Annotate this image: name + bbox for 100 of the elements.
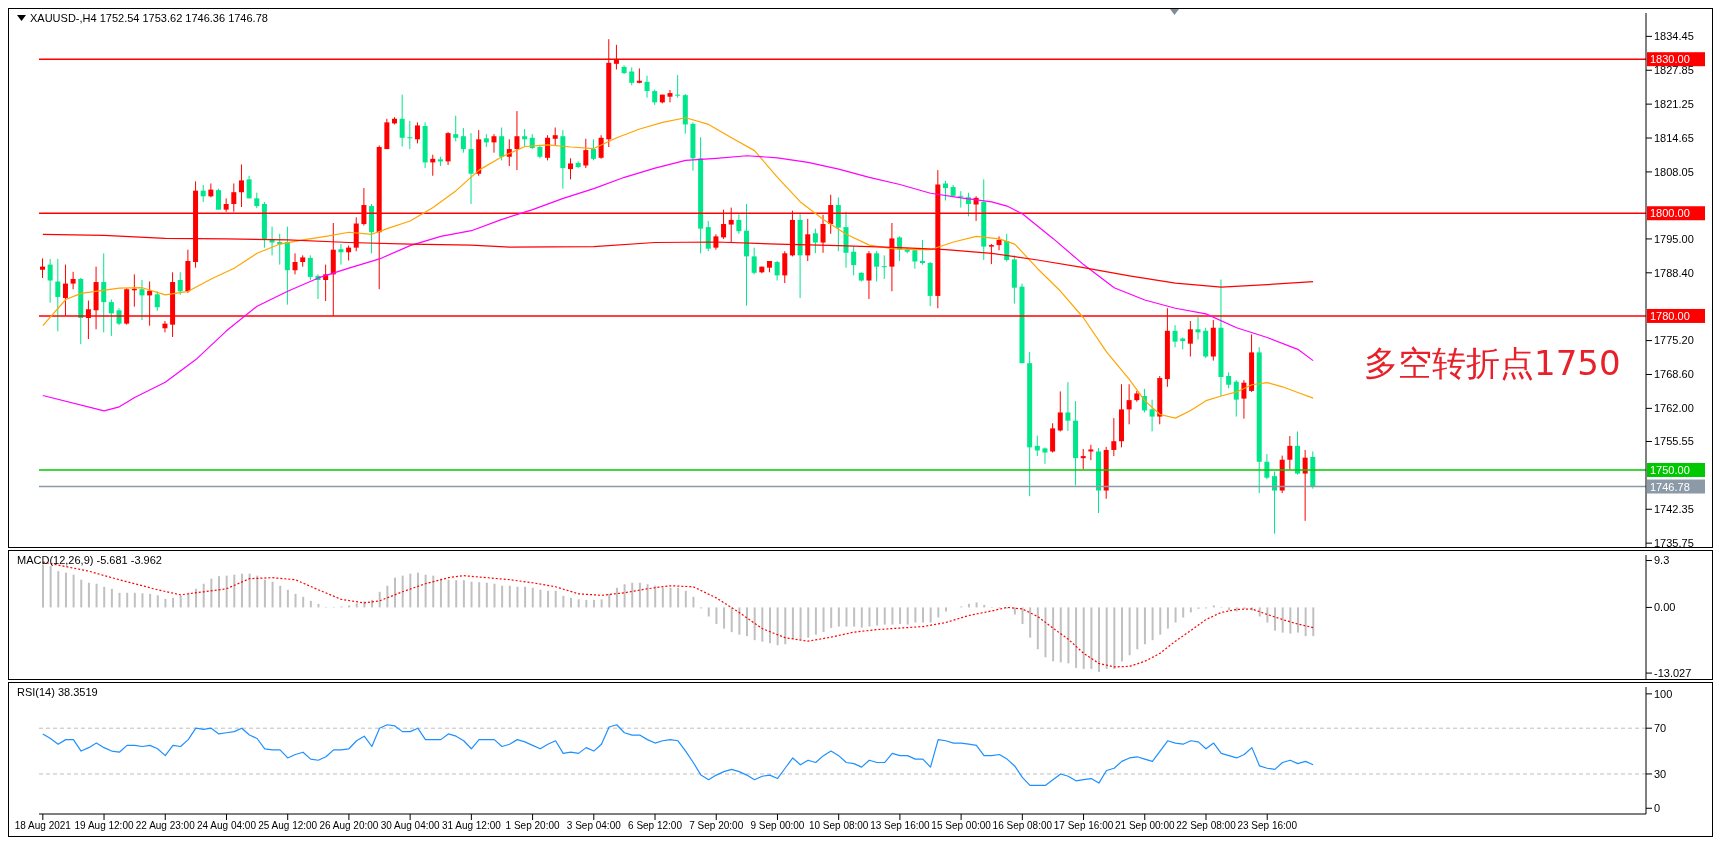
candlestick: [1065, 381, 1071, 432]
candlestick: [1172, 324, 1178, 348]
bar: [195, 588, 198, 608]
bar: [64, 572, 67, 608]
bar: [279, 585, 282, 608]
bar: [110, 588, 113, 608]
bar: [455, 580, 458, 608]
bar: [202, 583, 205, 608]
bar: [1143, 607, 1146, 645]
x-tick-label: 3 Sep 04:00: [566, 820, 622, 832]
bar: [401, 575, 404, 608]
bar: [638, 582, 641, 608]
candlestick: [40, 257, 45, 279]
bar: [126, 592, 129, 608]
ref-line-label: 1800.00: [1650, 207, 1690, 220]
bar: [707, 607, 710, 617]
candlestick: [996, 235, 1002, 251]
x-tick-label: 19 Aug 12:00: [74, 820, 134, 832]
x-tick-label: 1 Sep 20:00: [505, 820, 560, 832]
bar: [1151, 607, 1154, 641]
bar: [914, 607, 917, 623]
bar: [1036, 607, 1039, 650]
bar: [294, 593, 297, 608]
candlestick: [238, 163, 244, 208]
y-tick-label: 1808.05: [1654, 165, 1694, 178]
candlestick: [514, 110, 520, 171]
bar: [309, 600, 312, 608]
bar: [768, 607, 771, 644]
candlestick: [851, 245, 857, 276]
bar: [263, 579, 266, 608]
bar: [944, 607, 947, 612]
candlestick: [338, 243, 344, 266]
candlestick: [1241, 379, 1247, 420]
bar: [271, 581, 274, 608]
candlestick: [920, 239, 926, 266]
bar: [1113, 607, 1116, 669]
candlestick: [1149, 399, 1155, 432]
candlestick: [414, 121, 420, 144]
line-series: [42, 724, 1314, 786]
bar: [807, 607, 810, 638]
bar: [233, 574, 236, 608]
bar: [1120, 607, 1123, 662]
candlestick: [460, 127, 466, 154]
candlestick: [736, 213, 742, 235]
bar: [508, 585, 511, 608]
bar: [562, 595, 565, 608]
ref-line-label: 1746.78: [1650, 480, 1690, 493]
y-tick-label: 1788.40: [1654, 266, 1694, 279]
bar: [654, 585, 657, 608]
bar: [516, 586, 519, 608]
bar: [478, 582, 481, 608]
bar: [1136, 607, 1139, 650]
candlestick: [177, 271, 183, 296]
bar: [210, 578, 213, 608]
y-tick-label: 0: [1654, 802, 1661, 815]
bar: [493, 583, 496, 608]
bar: [730, 607, 733, 633]
bar: [1166, 607, 1169, 629]
candlestick: [1111, 417, 1117, 457]
x-tick-label: 13 Sep 16:00: [870, 820, 931, 832]
bar: [248, 573, 251, 608]
bar: [80, 579, 83, 608]
y-tick-label: 30: [1654, 767, 1667, 780]
bar: [539, 589, 542, 608]
bar: [1182, 607, 1185, 618]
bar: [1052, 607, 1055, 662]
ref-line-label: 1780.00: [1650, 309, 1690, 322]
y-tick-label: 1755.55: [1654, 435, 1694, 448]
bar: [577, 599, 580, 608]
bar: [554, 590, 557, 608]
y-tick-label: 0.00: [1654, 601, 1676, 614]
bar: [1296, 607, 1299, 633]
bar: [623, 584, 626, 608]
bar: [876, 607, 879, 626]
bar: [1235, 607, 1238, 612]
bar: [608, 593, 611, 608]
candlestick: [590, 138, 596, 161]
candlestick: [47, 258, 53, 304]
bar: [355, 603, 358, 608]
candlestick: [307, 254, 313, 281]
candlestick: [139, 279, 145, 321]
bar: [868, 607, 871, 627]
bar: [937, 607, 940, 618]
bar: [1075, 607, 1078, 668]
bar: [975, 602, 978, 608]
bar: [378, 591, 381, 608]
bar: [286, 589, 289, 608]
bar: [837, 607, 840, 627]
bar: [1090, 607, 1093, 669]
bar: [149, 593, 152, 608]
candlestick: [1287, 435, 1293, 470]
bar: [470, 581, 473, 608]
bar: [424, 574, 427, 608]
x-tick-label: 17 Sep 16:00: [1053, 820, 1114, 832]
bar: [164, 598, 167, 608]
bar: [87, 582, 90, 608]
candlestick: [881, 254, 887, 280]
bar: [439, 578, 442, 608]
candlestick: [812, 228, 818, 254]
chart-title: XAUUSD-,H4 1752.54 1753.62 1746.36 1746.78: [30, 12, 268, 24]
